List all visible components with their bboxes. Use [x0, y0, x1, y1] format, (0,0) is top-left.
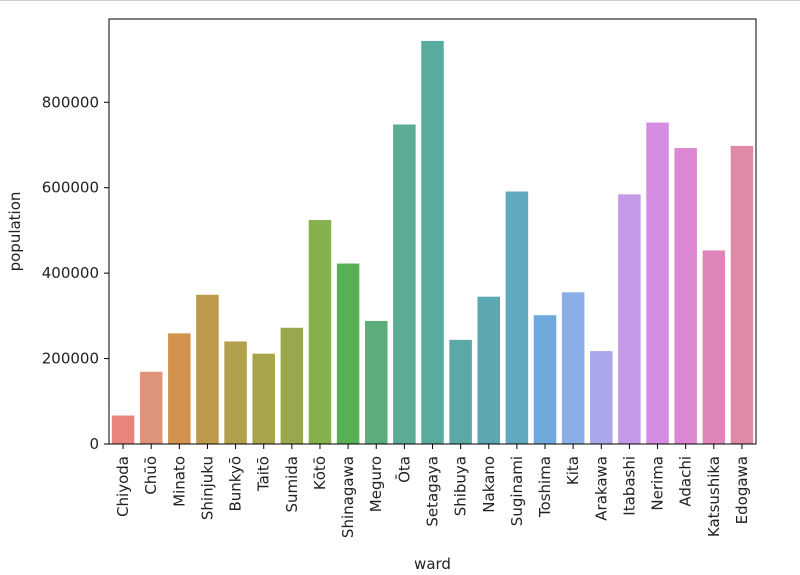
x-tick-label: Taitō: [255, 456, 273, 492]
top-border: [0, 0, 800, 1]
bar-22: [730, 145, 754, 444]
bar-10: [393, 124, 416, 445]
bar-20: [674, 148, 697, 444]
x-tick-label: Shinagawa: [339, 456, 357, 538]
y-tick-label: 600000: [42, 179, 99, 197]
y-axis-ticks: 0 200000 400000 600000 800000: [42, 93, 109, 453]
bar-2: [168, 333, 191, 444]
bar-21: [702, 250, 726, 444]
bar-19: [646, 122, 669, 444]
bar-5: [252, 353, 275, 444]
y-tick-label: 800000: [42, 93, 99, 111]
x-tick-label: Minato: [170, 456, 188, 507]
x-tick-label: Arakawa: [592, 456, 610, 521]
bar-18: [618, 194, 641, 444]
x-axis-label: ward: [414, 555, 451, 573]
bar-15: [533, 315, 557, 444]
x-tick-label: Kita: [564, 456, 582, 485]
y-tick-label: 400000: [42, 264, 99, 282]
x-tick-label: Shibuya: [452, 456, 470, 516]
bar-14: [505, 191, 529, 444]
bar-13: [477, 296, 501, 444]
plot-frame: [108, 18, 757, 445]
y-axis-label: population: [6, 192, 24, 272]
x-tick-label: Chiyoda: [114, 456, 132, 517]
bar-0: [111, 415, 135, 444]
x-tick-label: Chūō: [142, 456, 160, 495]
x-tick-label: Itabashi: [620, 456, 638, 516]
x-tick-label: Katsushika: [705, 456, 723, 537]
bar-6: [280, 327, 304, 444]
x-tick-label: Meguro: [367, 456, 385, 512]
x-tick-label: Shinjuku: [198, 456, 216, 520]
x-tick-label: Setagaya: [424, 456, 442, 527]
x-tick-label: Ōta: [394, 456, 413, 483]
bars-group: [111, 40, 754, 445]
x-tick-label: Sumida: [283, 456, 301, 513]
x-tick-label: Suginami: [508, 456, 526, 526]
y-tick-label: 200000: [42, 350, 99, 368]
bar-3: [196, 294, 219, 444]
bar-8: [336, 263, 360, 444]
x-tick-label: Nakano: [480, 456, 498, 513]
bar-17: [590, 351, 613, 444]
bar-16: [561, 292, 585, 444]
x-tick-label: Toshima: [536, 456, 554, 518]
bar-7: [308, 220, 332, 444]
x-tick-label: Bunkyō: [227, 456, 245, 512]
x-axis-ticks: Chiyoda Chūō Minato Shinjuku Bunkyō Taitō Sumi…: [114, 444, 751, 538]
x-tick-label: Edogawa: [733, 456, 751, 524]
bar-9: [364, 320, 388, 444]
bar-11: [421, 40, 444, 445]
bar-12: [449, 339, 472, 444]
x-tick-label: Nerima: [649, 456, 667, 511]
x-tick-label: Adachi: [677, 456, 695, 507]
bar-1: [139, 371, 163, 444]
bar-4: [224, 341, 247, 444]
x-tick-label: Kōtō: [311, 456, 329, 490]
y-tick-label: 0: [89, 435, 99, 453]
